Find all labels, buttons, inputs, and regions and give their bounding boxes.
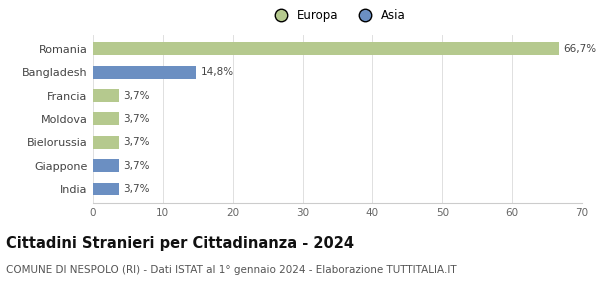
Text: Cittadini Stranieri per Cittadinanza - 2024: Cittadini Stranieri per Cittadinanza - 2… [6, 236, 354, 251]
Text: 3,7%: 3,7% [123, 114, 149, 124]
Bar [93, 113, 119, 125]
Text: 14,8%: 14,8% [200, 67, 234, 77]
Bar [93, 42, 559, 55]
Text: 66,7%: 66,7% [563, 44, 596, 54]
Text: 3,7%: 3,7% [123, 184, 149, 194]
Bar [93, 136, 119, 149]
Bar [93, 182, 119, 195]
Bar [93, 66, 196, 79]
Bar [93, 159, 119, 172]
Text: 3,7%: 3,7% [123, 161, 149, 171]
Text: COMUNE DI NESPOLO (RI) - Dati ISTAT al 1° gennaio 2024 - Elaborazione TUTTITALIA: COMUNE DI NESPOLO (RI) - Dati ISTAT al 1… [6, 265, 457, 275]
Text: 3,7%: 3,7% [123, 137, 149, 147]
Legend: Europa, Asia: Europa, Asia [269, 9, 406, 22]
Text: 3,7%: 3,7% [123, 90, 149, 101]
Bar [93, 89, 119, 102]
